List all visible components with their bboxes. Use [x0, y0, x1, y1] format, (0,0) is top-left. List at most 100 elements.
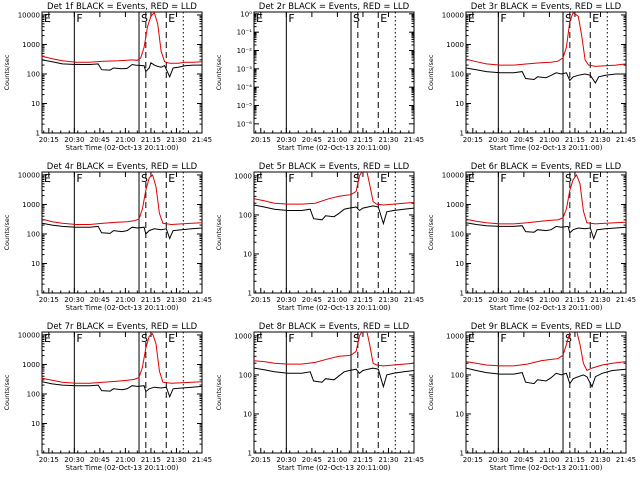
- y-tick-label: 1: [36, 290, 40, 298]
- x-tick-label: 20:45: [90, 456, 110, 464]
- x-tick-label: 21:15: [565, 136, 585, 144]
- y-tick-label: 10000: [18, 11, 40, 19]
- y-tick-label: 1000: [22, 201, 40, 209]
- x-tick-label: 21:00: [327, 136, 347, 144]
- x-tick-label: 20:15: [39, 136, 59, 144]
- marker-label: S: [353, 172, 360, 185]
- y-tick-label: 1: [36, 130, 40, 138]
- y-tick-label: 100: [27, 70, 40, 78]
- y-tick-label: 10: [455, 100, 464, 108]
- chart-panel: Det 3r BLACK = Events, RED = LLD 1 10 100 10…: [427, 2, 636, 152]
- y-axis-label: Counts/sec: [215, 374, 223, 410]
- events-series-line: [254, 204, 414, 226]
- x-tick-label: 20:15: [39, 296, 59, 304]
- x-tick-label: 20:30: [64, 456, 84, 464]
- y-tick-label: 1: [460, 130, 464, 138]
- marker-label: E: [592, 12, 599, 25]
- x-axis-label: Start Time (02-Oct-13 20:11:00): [490, 144, 603, 152]
- events-series-line: [466, 222, 626, 240]
- chart-title: Det 9r BLACK = Events, RED = LLD: [471, 322, 622, 332]
- y-tick-label: 10000: [18, 171, 40, 179]
- chart-title: Det 3r BLACK = Events, RED = LLD: [471, 2, 622, 12]
- x-tick-label: 21:15: [565, 456, 585, 464]
- x-tick-label: 21:00: [115, 136, 135, 144]
- y-axis-label: Counts/sec: [215, 214, 223, 250]
- chart-panel: Det 6r BLACK = Events, RED = LLD 1 10 100 10…: [427, 162, 636, 312]
- x-tick-label: 21:15: [141, 296, 161, 304]
- plot-frame: [41, 171, 203, 294]
- x-tick-label: 21:30: [590, 136, 610, 144]
- x-axis-label: Start Time (02-Oct-13 20:11:00): [490, 304, 603, 312]
- lld-series-line: [466, 12, 626, 67]
- x-tick-label: 20:45: [514, 136, 534, 144]
- y-tick-label: 1: [460, 290, 464, 298]
- y-tick-label: 10⁰: [240, 10, 252, 18]
- chart-title: Det 8r BLACK = Events, RED = LLD: [259, 322, 410, 332]
- chart-panel: Det 9r BLACK = Events, RED = LLD 1 10 100 10…: [427, 322, 636, 472]
- chart-title: Det 2r BLACK = Events, RED = LLD: [259, 2, 410, 12]
- x-tick-label: 21:45: [616, 456, 636, 464]
- y-tick-label: 1: [460, 450, 464, 458]
- x-tick-label: 21:45: [404, 456, 424, 464]
- x-tick-label: 21:15: [565, 296, 585, 304]
- marker-label: F: [500, 12, 506, 25]
- chart-panel: Det 1f BLACK = Events, RED = LLD 1 10 100 10…: [3, 2, 212, 152]
- marker-label: F: [76, 12, 82, 25]
- x-tick-label: 21:00: [539, 136, 559, 144]
- x-tick-label: 21:15: [353, 296, 373, 304]
- x-axis-label: Start Time (02-Oct-13 20:11:00): [278, 304, 391, 312]
- marker-label: S: [565, 172, 572, 185]
- x-tick-label: 21:45: [616, 136, 636, 144]
- marker-label: F: [76, 332, 82, 345]
- x-tick-label: 21:30: [166, 136, 186, 144]
- plot-frame: [41, 11, 203, 134]
- events-series-line: [254, 367, 414, 389]
- x-tick-label: 21:00: [115, 456, 135, 464]
- x-tick-label: 20:30: [488, 136, 508, 144]
- y-tick-label: 1: [248, 450, 252, 458]
- events-series-line: [42, 381, 202, 399]
- marker-label: E: [44, 172, 51, 185]
- x-tick-label: 20:15: [463, 296, 483, 304]
- y-tick-label: 1: [36, 450, 40, 458]
- y-axis-label: Counts/sec: [215, 54, 223, 90]
- y-tick-label: 1000: [446, 201, 464, 209]
- y-axis-label: Counts/sec: [427, 374, 435, 410]
- x-tick-label: 20:30: [64, 136, 84, 144]
- x-tick-label: 21:00: [327, 296, 347, 304]
- x-axis-label: Start Time (02-Oct-13 20:11:00): [490, 464, 603, 472]
- y-tick-label: 1000: [22, 41, 40, 49]
- marker-label: E: [592, 332, 599, 345]
- y-tick-label: 1000: [22, 361, 40, 369]
- y-axis-label: Counts/sec: [3, 54, 11, 90]
- lld-series-line: [42, 12, 202, 64]
- x-tick-label: 21:30: [378, 296, 398, 304]
- marker-label: S: [141, 172, 148, 185]
- chart-title: Det 5r BLACK = Events, RED = LLD: [259, 162, 410, 172]
- x-tick-label: 21:00: [115, 296, 135, 304]
- x-tick-label: 21:30: [378, 136, 398, 144]
- marker-label: E: [380, 172, 387, 185]
- marker-label: E: [44, 12, 51, 25]
- marker-label: F: [288, 332, 294, 345]
- marker-label: E: [468, 172, 475, 185]
- y-tick-label: 10: [31, 260, 40, 268]
- y-tick-label: 10: [31, 420, 40, 428]
- events-series-line: [466, 67, 626, 84]
- x-tick-label: 21:15: [353, 456, 373, 464]
- marker-label: S: [141, 12, 148, 25]
- y-tick-label: 10⁻²: [237, 47, 253, 55]
- lld-series-line: [254, 172, 414, 206]
- x-tick-label: 20:30: [276, 456, 296, 464]
- x-tick-label: 20:45: [90, 296, 110, 304]
- x-tick-label: 20:30: [276, 296, 296, 304]
- marker-label: E: [44, 332, 51, 345]
- x-tick-label: 21:45: [404, 296, 424, 304]
- chart-panel: Det 7r BLACK = Events, RED = LLD 1 10 100 10…: [3, 322, 212, 472]
- marker-label: F: [288, 12, 294, 25]
- marker-label: E: [468, 12, 475, 25]
- marker-label: E: [168, 332, 175, 345]
- plot-frame: [253, 171, 415, 294]
- x-tick-label: 21:30: [378, 456, 398, 464]
